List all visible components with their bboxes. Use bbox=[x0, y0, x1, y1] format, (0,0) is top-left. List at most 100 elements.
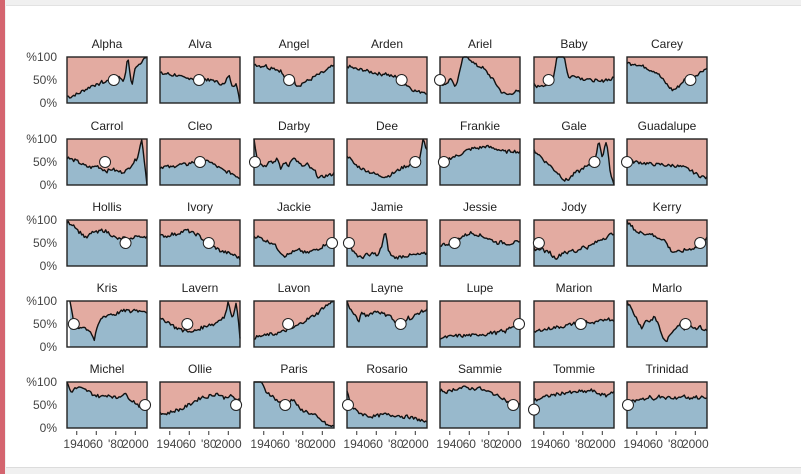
panel-frame bbox=[253, 300, 335, 348]
lower-area bbox=[534, 318, 614, 347]
series-line bbox=[439, 144, 521, 166]
panel-frame bbox=[439, 381, 521, 429]
marker-point bbox=[282, 318, 295, 330]
x-tick-label: 1940 bbox=[623, 437, 650, 451]
x-tick-label: 60 bbox=[183, 437, 197, 451]
panel-alpha: Alpha %100 50% 0% bbox=[26, 37, 148, 110]
marker-point bbox=[139, 399, 152, 411]
panel-title: Tommie bbox=[553, 362, 595, 376]
panel-frame bbox=[346, 300, 428, 348]
y-tick-label: 50% bbox=[33, 155, 57, 169]
marker-point bbox=[395, 74, 408, 86]
y-tick-label: %100 bbox=[26, 50, 57, 64]
marker-point bbox=[437, 156, 450, 168]
panel-title: Jamie bbox=[371, 200, 403, 214]
panel-marion: Marion bbox=[533, 281, 615, 348]
panel-title: Marion bbox=[556, 281, 593, 295]
panel-lupe: Lupe bbox=[439, 281, 526, 348]
lower-area bbox=[534, 57, 614, 103]
panel-title: Dee bbox=[376, 119, 398, 133]
x-tick-label: 60 bbox=[277, 437, 291, 451]
lower-area bbox=[347, 139, 427, 185]
panel-frame bbox=[159, 56, 241, 104]
series-line bbox=[533, 142, 615, 186]
panel-title: Frankie bbox=[460, 119, 500, 133]
x-tick-label: '80 bbox=[668, 437, 684, 451]
marker-point bbox=[283, 74, 296, 86]
marker-point bbox=[394, 318, 407, 330]
series-line bbox=[626, 158, 708, 180]
panel-lavon: Lavon bbox=[253, 281, 335, 348]
marker-point bbox=[248, 156, 261, 168]
x-tick-label: 1940 bbox=[63, 437, 90, 451]
panel-title: Jody bbox=[561, 200, 586, 214]
panel-frame bbox=[66, 138, 148, 186]
panel-frame bbox=[626, 300, 708, 348]
series-line bbox=[346, 233, 428, 260]
panel-gale: Gale bbox=[533, 119, 615, 186]
panel-lavern: Lavern bbox=[159, 281, 241, 348]
panel-title: Jessie bbox=[463, 200, 497, 214]
series-line bbox=[69, 300, 148, 342]
lower-area bbox=[160, 159, 240, 185]
panel-title: Kris bbox=[97, 281, 118, 295]
x-tick-label: 1940 bbox=[156, 437, 183, 451]
x-tick-label: 2000 bbox=[495, 437, 522, 451]
lower-area bbox=[160, 302, 240, 347]
lower-area bbox=[440, 231, 520, 266]
x-tick-label: '80 bbox=[201, 437, 217, 451]
panel-hollis: Hollis %100 50% 0% bbox=[26, 200, 148, 273]
panel-frame bbox=[626, 56, 708, 104]
marker-point bbox=[194, 156, 206, 168]
series-line bbox=[66, 220, 148, 243]
lower-area bbox=[67, 221, 147, 266]
series-line bbox=[159, 228, 241, 261]
panel-baby: Baby bbox=[533, 37, 615, 104]
x-tick-label: '80 bbox=[575, 437, 591, 451]
series-line bbox=[626, 220, 708, 253]
x-tick-label: 60 bbox=[90, 437, 104, 451]
panel-cleo: Cleo bbox=[159, 119, 241, 186]
x-tick-label: '80 bbox=[295, 437, 311, 451]
marker-point bbox=[542, 74, 555, 86]
marker-point bbox=[326, 237, 339, 249]
y-tick-label: %100 bbox=[26, 213, 57, 227]
x-tick-label: 2000 bbox=[215, 437, 242, 451]
y-tick-label: 50% bbox=[33, 317, 57, 331]
panel-jackie: Jackie bbox=[253, 200, 339, 267]
panel-title: Ivory bbox=[187, 200, 213, 214]
series-line bbox=[533, 388, 615, 402]
panel-frame bbox=[66, 56, 148, 104]
panel-title: Baby bbox=[560, 37, 587, 51]
panel-title: Darby bbox=[278, 119, 310, 133]
lower-area bbox=[67, 382, 147, 428]
x-tick-label: 2000 bbox=[682, 437, 709, 451]
lower-area bbox=[69, 301, 147, 347]
y-tick-label: 50% bbox=[33, 73, 57, 87]
lower-area bbox=[627, 301, 707, 347]
panel-frame bbox=[66, 219, 148, 267]
lower-area bbox=[67, 57, 147, 103]
panel-jamie: Jamie bbox=[342, 200, 428, 267]
lower-area bbox=[160, 72, 240, 103]
marker-point bbox=[574, 318, 587, 330]
marker-point bbox=[434, 74, 446, 86]
lower-area bbox=[254, 382, 334, 428]
panel-title: Kerry bbox=[653, 200, 682, 214]
panel-frame bbox=[439, 219, 521, 267]
panel-frame bbox=[159, 219, 241, 267]
x-tick-label: 60 bbox=[557, 437, 571, 451]
x-tick-label: 2000 bbox=[309, 437, 336, 451]
panel-frankie: Frankie bbox=[437, 119, 521, 186]
x-tick-label: 1940 bbox=[436, 437, 463, 451]
x-tick-label: 2000 bbox=[402, 437, 429, 451]
marker-point bbox=[409, 156, 422, 168]
marker-point bbox=[513, 318, 526, 330]
panel-arden: Arden bbox=[346, 37, 428, 104]
series-line bbox=[346, 390, 428, 423]
lower-area bbox=[347, 301, 427, 347]
